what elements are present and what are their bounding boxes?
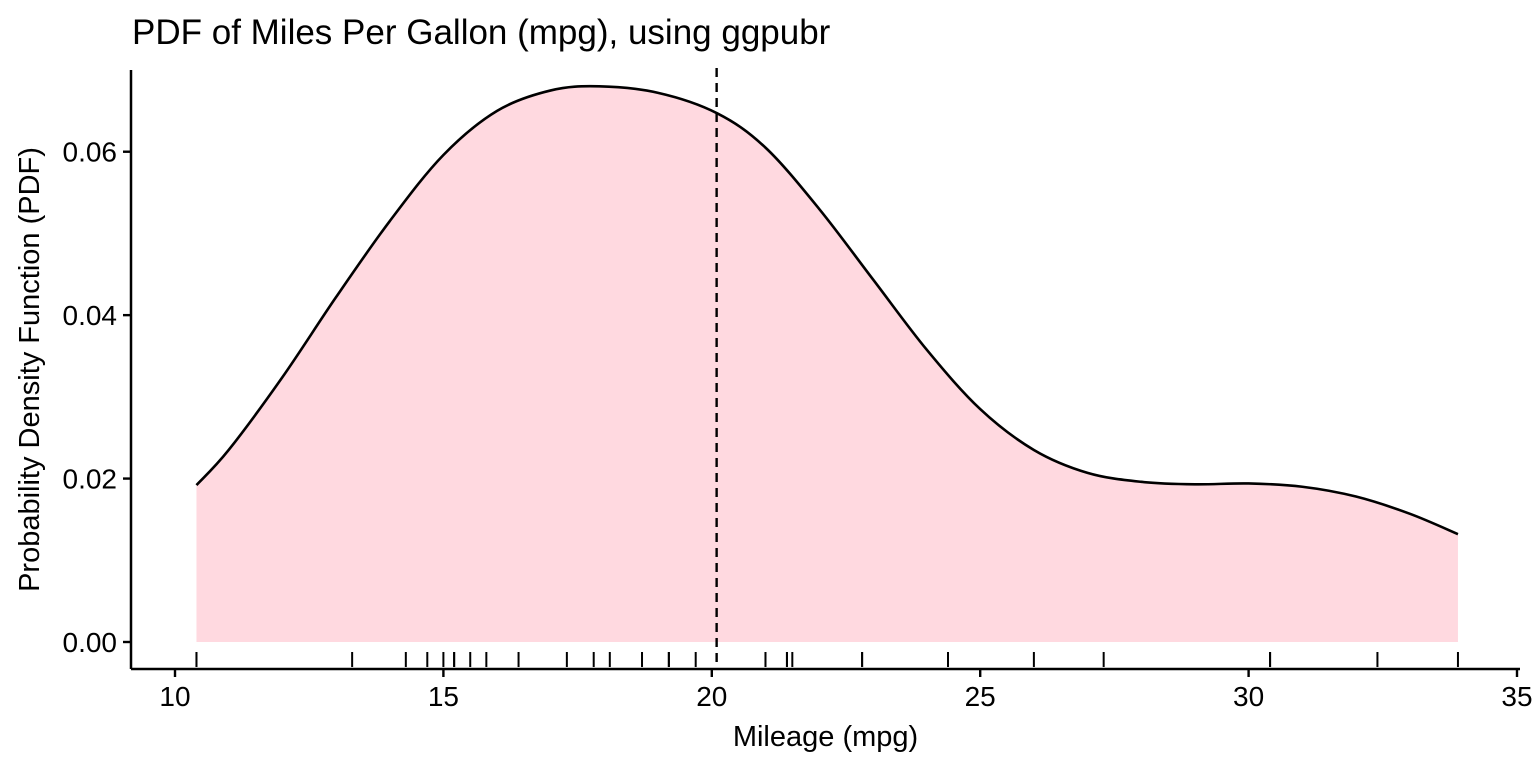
y-tick-label: 0.06 [63,137,118,168]
y-tick-label: 0.02 [63,464,118,495]
plot-area [195,68,1459,665]
x-tick-label: 25 [965,681,996,712]
x-axis-label: Mileage (mpg) [733,721,918,753]
x-tick-label: 10 [159,681,190,712]
x-axis-ticks: 10 15 20 25 30 35 [159,669,1533,712]
chart-title: PDF of Miles Per Gallon (mpg), using ggp… [132,13,831,52]
x-tick-label: 30 [1233,681,1264,712]
y-tick-label: 0.04 [63,300,118,331]
y-tick-label: 0.00 [63,627,118,658]
y-axis-label: Probability Density Function (PDF) [14,147,46,592]
x-tick-label: 35 [1501,681,1532,712]
x-tick-label: 15 [428,681,459,712]
y-axis-ticks: 0.00 0.02 0.04 0.06 [63,137,131,658]
rug-marks [195,652,1459,667]
density-line [195,84,1459,536]
x-tick-label: 20 [696,681,727,712]
density-area [196,86,1458,642]
